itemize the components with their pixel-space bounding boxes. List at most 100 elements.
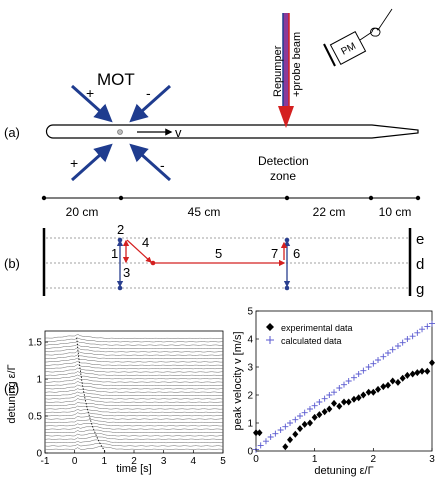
distance-label: 10 cm — [379, 205, 412, 219]
left-chart-ylabel: detuning ε/Γ — [6, 364, 18, 423]
calculated-point — [311, 402, 318, 409]
panel-c: (c) -1 0 1 2 3 4 500.511.5 time [s] detuning ε… — [4, 307, 435, 478]
experimental-point — [360, 391, 367, 399]
signal-trace — [44, 333, 223, 339]
right-chart-ylabel: peak velocity v [m/s] — [232, 331, 244, 430]
experimental-point — [256, 429, 263, 437]
photomultiplier-detector: PM — [329, 31, 367, 65]
experimental-point — [297, 425, 303, 433]
signal-trace — [44, 436, 224, 440]
repumper-beam-arrowhead — [278, 106, 294, 128]
experimental-point — [419, 367, 426, 375]
left-x-tick-label: 5 — [220, 456, 226, 467]
step-label-3: 3 — [123, 265, 130, 280]
left-x-tick-label: 3 — [161, 456, 167, 467]
panel-b: (b) e d g 1 2 3 4 5 6 7 — [4, 222, 424, 298]
signal-trace — [44, 398, 224, 403]
distance-tick — [118, 195, 124, 201]
experimental-point — [370, 388, 377, 396]
experimental-point — [282, 443, 289, 451]
signal-trace — [44, 341, 224, 346]
calculated-point — [360, 367, 367, 374]
signal-trace — [44, 394, 224, 400]
calculated-point — [301, 409, 308, 416]
left-y-tick-label: 0 — [36, 449, 42, 460]
calculated-point — [429, 320, 435, 327]
right-x-tick-label: 2 — [371, 454, 377, 465]
mot-beam-top-right — [129, 84, 172, 123]
signal-traces-chart: -1 0 1 2 3 4 500.511.5 time [s] detuning ε/Γ — [6, 330, 226, 475]
left-y-tick-label: 1 — [36, 375, 42, 386]
calculated-point — [394, 343, 401, 349]
mot-beam-bottom-right — [129, 143, 172, 182]
state-dot — [284, 237, 290, 243]
calculated-point — [375, 357, 382, 363]
signal-trace — [44, 381, 224, 386]
probe-beam-label: +probe beam — [291, 32, 303, 97]
step-label-7: 7 — [271, 246, 278, 261]
atom-cloud — [117, 129, 123, 135]
right-y-tick-label: 1 — [247, 419, 253, 430]
calculated-point — [341, 381, 347, 388]
peak-velocity-chart: 0 1 2 3 0 1 2 3 4 5 detuning ε/Γ peak velocity v … — [232, 307, 435, 478]
calculated-point — [389, 346, 396, 353]
calculated-point — [409, 333, 416, 340]
right-y-tick-label: 5 — [247, 307, 253, 318]
calculated-point — [404, 336, 411, 342]
experimental-point — [429, 359, 435, 367]
calculated-point — [336, 385, 343, 391]
legend-marker-calculated — [266, 336, 274, 344]
repumper-beam — [283, 13, 289, 108]
experimental-point — [414, 369, 421, 377]
left-x-tick-label: 1 — [102, 456, 108, 467]
signal-trace — [44, 384, 224, 390]
experimental-point — [385, 381, 391, 389]
right-y-tick-label: 4 — [247, 335, 253, 346]
calculated-point — [365, 364, 372, 370]
experimental-point — [355, 394, 362, 402]
calculated-point — [282, 423, 289, 430]
calculated-point — [419, 326, 426, 333]
mot-beam-bottom-left — [70, 143, 113, 182]
distance-label: 22 cm — [313, 205, 346, 219]
calculated-point — [297, 413, 303, 419]
calculated-point — [257, 442, 264, 449]
signal-trace — [44, 409, 223, 413]
signal-trace — [44, 446, 224, 450]
signal-trace — [44, 344, 224, 349]
experimental-point — [399, 374, 406, 382]
panel-a: (a) v MOT + - + - Repumper +probe beam P… — [4, 8, 421, 219]
calculated-point — [292, 416, 299, 423]
experimental-point — [321, 408, 328, 416]
calculated-point — [267, 434, 274, 440]
signal-trace — [44, 350, 223, 356]
signal-trace — [44, 405, 224, 410]
right-y-tick-label: 0 — [247, 447, 253, 458]
legend-label-experimental: experimental data — [281, 323, 353, 333]
step-label-6: 6 — [293, 246, 300, 261]
calculated-point — [385, 350, 391, 356]
right-y-tick-label: 3 — [247, 363, 253, 374]
legend-label-calculated: calculated data — [281, 336, 342, 346]
calculated-point — [399, 339, 406, 346]
state-dot — [284, 285, 290, 291]
experimental-point — [389, 377, 396, 385]
polarization-sign: + — [70, 155, 78, 171]
distance-tick — [368, 195, 374, 201]
experimental-point — [316, 411, 323, 419]
mot-beam-top-left — [70, 84, 113, 123]
distance-tick — [41, 195, 47, 201]
signal-trace — [44, 426, 224, 430]
experimental-point — [404, 371, 411, 379]
signal-trace — [45, 374, 223, 380]
experimental-point — [350, 395, 357, 403]
repumper-label: Repumper — [272, 45, 284, 97]
polarization-sign: + — [86, 85, 94, 101]
left-x-tick-label: 2 — [131, 456, 137, 467]
experimental-point — [326, 405, 333, 413]
polarization-sign: - — [146, 85, 151, 101]
signal-trace — [44, 419, 224, 423]
left-x-tick-label: -1 — [41, 456, 50, 467]
step-label-1: 1 — [111, 246, 118, 261]
